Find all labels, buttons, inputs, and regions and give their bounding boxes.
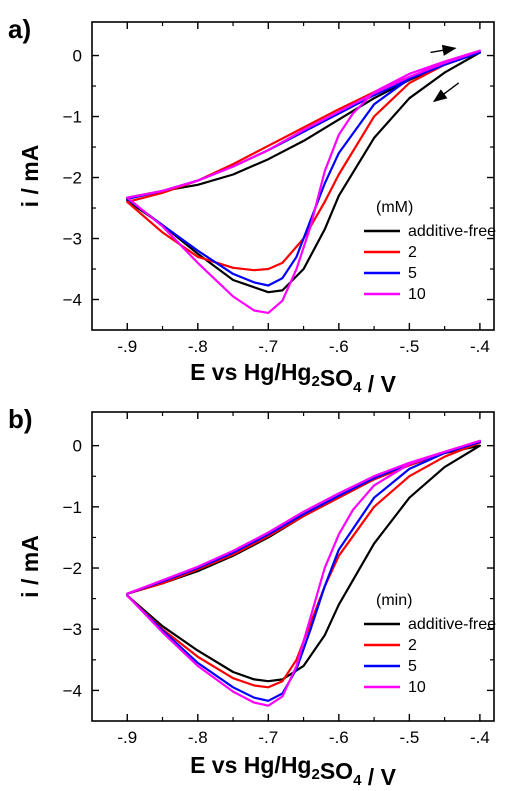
legend-entry: 2 — [408, 244, 417, 261]
y-tick-label: −2 — [63, 559, 82, 578]
y-axis-label: i / mA — [17, 535, 43, 598]
legend-entry: 5 — [408, 658, 417, 675]
panel-label: a) — [8, 14, 31, 44]
panel-label: b) — [8, 404, 33, 434]
legend-entry: 2 — [408, 637, 417, 654]
legend-entry: 5 — [408, 265, 417, 282]
y-tick-label: −1 — [63, 108, 82, 127]
series-line-10 — [126, 439, 481, 707]
scan-arrow-forward — [430, 44, 457, 56]
x-tick-label: -.9 — [117, 728, 137, 747]
y-axis-label: i / mA — [17, 145, 43, 208]
legend-title: (min) — [376, 592, 412, 609]
y-tick-label: −3 — [63, 230, 82, 249]
x-tick-label: -.4 — [470, 337, 490, 356]
x-tick-label: -.9 — [117, 337, 137, 356]
x-tick-label: -.4 — [470, 728, 490, 747]
x-tick-label: -.7 — [258, 337, 278, 356]
y-tick-label: 0 — [73, 437, 82, 456]
y-tick-label: −2 — [63, 169, 82, 188]
legend-entry: additive-free — [408, 616, 496, 633]
series-line-5 — [126, 440, 481, 702]
x-tick-label: -.5 — [399, 337, 419, 356]
scan-arrow-reverse — [432, 82, 460, 103]
x-tick-label: -.8 — [188, 728, 208, 747]
x-axis-label: E vs Hg/Hg2SO4 / V — [190, 752, 397, 790]
legend-entry: 10 — [408, 679, 426, 696]
series-line-2 — [126, 441, 481, 689]
plot-frame — [91, 21, 495, 331]
y-tick-label: −4 — [63, 291, 82, 310]
series-line-additive-free — [126, 444, 481, 683]
chart-panel-2: -.9 -.8 -.7 -.6 -.5 -.4 0 −1 −2 −3 −4 b) E vs Hg/Hg2… — [8, 404, 496, 790]
x-tick-label: -.6 — [329, 337, 349, 356]
series-line-additive-free — [126, 51, 481, 294]
x-tick-label: -.5 — [399, 728, 419, 747]
legend-title: (mM) — [376, 199, 413, 216]
y-tick-label: −3 — [63, 620, 82, 639]
x-axis-label: E vs Hg/Hg2SO4 / V — [190, 359, 397, 397]
y-tick-label: −1 — [63, 498, 82, 517]
x-tick-label: -.6 — [329, 728, 349, 747]
y-tick-label: 0 — [73, 47, 82, 66]
legend-entry: additive-free — [408, 223, 496, 240]
series-line-10 — [126, 49, 481, 314]
chart-panel-1: -.9 -.8 -.7 -.6 -.5 -.4 0 −1 −2 −3 −4 a) E vs Hg/Hg2… — [8, 14, 496, 397]
legend-entry: 10 — [408, 286, 426, 303]
x-tick-label: -.7 — [258, 728, 278, 747]
plot-frame — [91, 411, 495, 722]
x-tick-label: -.8 — [188, 337, 208, 356]
y-tick-label: −4 — [63, 681, 82, 700]
series-line-2 — [126, 51, 481, 272]
